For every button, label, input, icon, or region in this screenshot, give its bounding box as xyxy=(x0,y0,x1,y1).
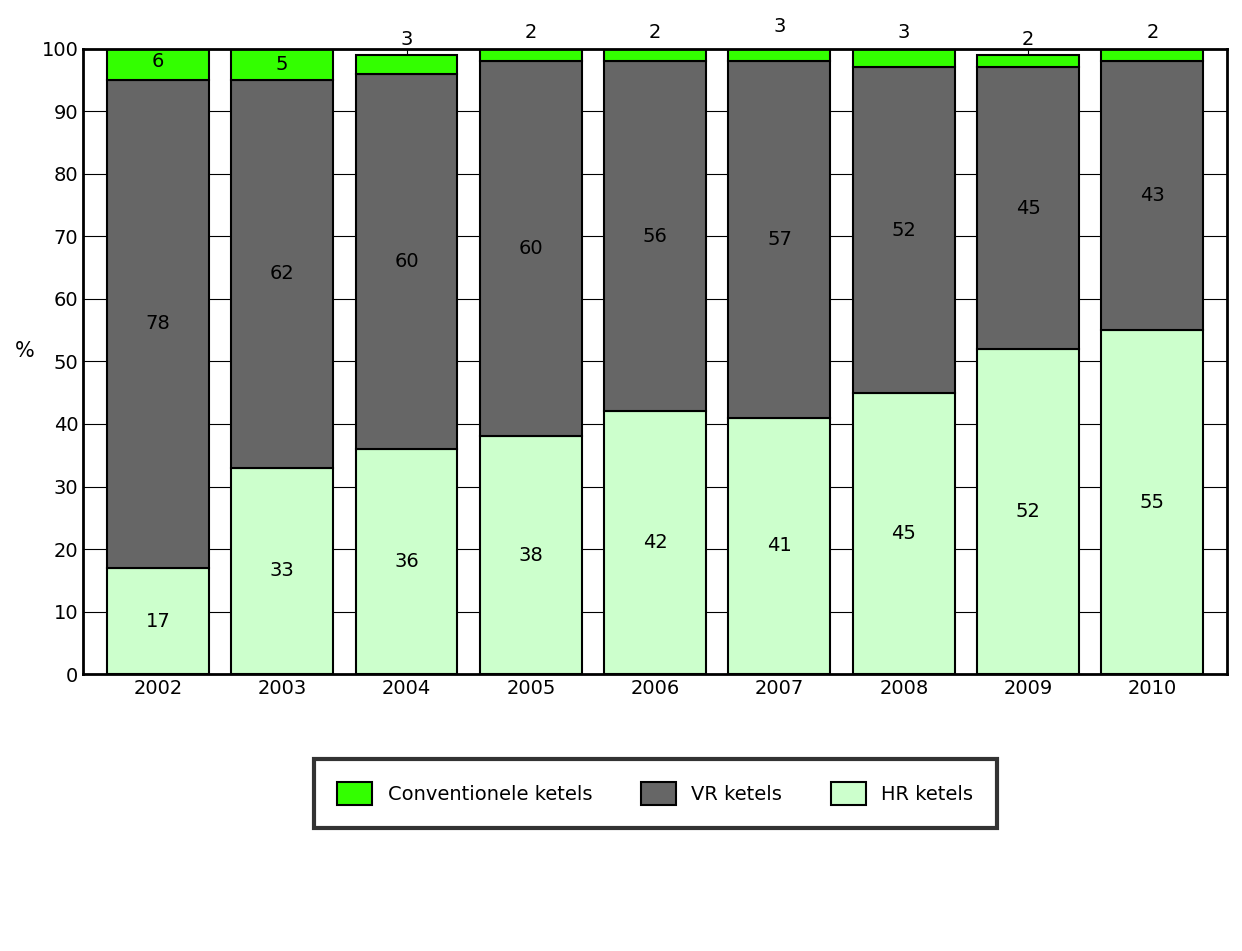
Text: 2: 2 xyxy=(650,24,661,43)
Bar xyxy=(853,68,955,393)
Text: 52: 52 xyxy=(1016,502,1041,521)
Text: 55: 55 xyxy=(1140,493,1165,512)
Bar xyxy=(231,49,333,80)
Bar xyxy=(604,412,707,674)
Text: 17: 17 xyxy=(145,611,170,631)
Text: 45: 45 xyxy=(1016,199,1041,218)
Legend: Conventionele ketels, VR ketels, HR ketels: Conventionele ketels, VR ketels, HR kete… xyxy=(314,759,996,828)
Text: 62: 62 xyxy=(270,264,294,283)
Text: 38: 38 xyxy=(518,546,543,565)
Bar xyxy=(977,68,1079,349)
Bar xyxy=(107,568,209,674)
Text: 60: 60 xyxy=(518,240,543,259)
Bar xyxy=(479,49,581,61)
Bar xyxy=(479,61,581,437)
Bar xyxy=(604,49,707,61)
Text: 78: 78 xyxy=(145,315,170,334)
Text: 6: 6 xyxy=(152,51,164,70)
Bar xyxy=(1102,61,1203,330)
Text: 43: 43 xyxy=(1140,186,1165,205)
Bar xyxy=(977,349,1079,674)
Text: 52: 52 xyxy=(892,221,917,240)
Bar xyxy=(729,43,831,61)
Bar xyxy=(107,80,209,568)
Text: 56: 56 xyxy=(642,226,668,245)
Bar xyxy=(853,393,955,674)
Text: 2: 2 xyxy=(524,24,537,43)
Bar xyxy=(604,61,707,412)
Bar xyxy=(107,43,209,80)
Y-axis label: %: % xyxy=(15,341,35,361)
Text: 57: 57 xyxy=(768,230,792,249)
Text: 36: 36 xyxy=(394,553,419,572)
Bar xyxy=(729,417,831,674)
Bar xyxy=(1102,330,1203,674)
Bar xyxy=(355,449,457,674)
Bar xyxy=(479,437,581,674)
Text: 5: 5 xyxy=(276,55,288,74)
Bar xyxy=(231,80,333,468)
Text: 33: 33 xyxy=(270,561,294,580)
Text: 2: 2 xyxy=(1022,29,1035,49)
Bar xyxy=(853,49,955,68)
Text: 45: 45 xyxy=(892,524,917,543)
Bar xyxy=(977,55,1079,68)
Text: 60: 60 xyxy=(394,252,419,271)
Text: 41: 41 xyxy=(768,536,792,555)
Text: 42: 42 xyxy=(643,534,667,553)
Bar xyxy=(355,73,457,449)
Bar xyxy=(355,55,457,73)
Text: 3: 3 xyxy=(898,24,910,43)
Bar xyxy=(1102,49,1203,61)
Text: 2: 2 xyxy=(1146,24,1159,43)
Bar xyxy=(231,468,333,674)
Text: 3: 3 xyxy=(400,29,412,49)
Text: 3: 3 xyxy=(774,17,786,36)
Bar xyxy=(729,61,831,417)
